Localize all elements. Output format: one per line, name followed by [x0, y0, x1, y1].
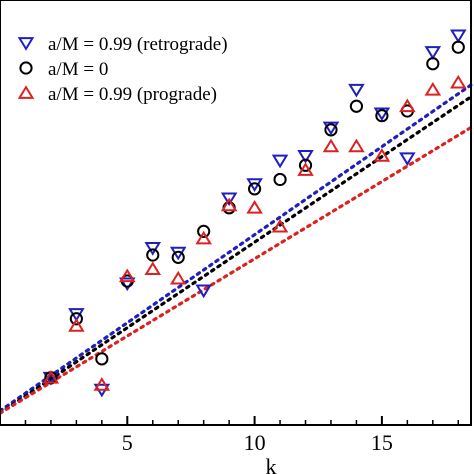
data-point-series-1-4: [146, 248, 160, 262]
data-point-series-2-6: [195, 230, 212, 245]
legend-marker-series-0: [17, 37, 35, 51]
data-point-series-1-13: [375, 109, 389, 123]
data-point-series-0-6: [195, 284, 212, 299]
data-point-series-2-13: [373, 148, 391, 162]
data-point-series-2-2: [93, 377, 111, 391]
data-point-series-0-14: [399, 152, 416, 166]
data-point-series-1-9: [273, 172, 287, 187]
data-point-series-2-4: [144, 261, 162, 276]
data-point-series-1-1: [69, 312, 83, 326]
data-point-series-0-15: [424, 46, 442, 60]
trend-line-series-0: [0, 83, 473, 413]
trend-lines: [0, 83, 473, 415]
legend-label-series-1: a/M = 0: [48, 59, 108, 80]
data-point-series-0-13: [373, 107, 391, 122]
data-point-series-2-11: [322, 138, 340, 153]
data-point-series-1-12: [349, 99, 364, 113]
data-point-series-0-4: [144, 242, 162, 256]
plot-frame: [0, 0, 472, 426]
data-point-series-1-2: [95, 352, 109, 366]
data-point-series-0-16: [449, 29, 467, 44]
data-point-series-2-16: [449, 74, 467, 89]
data-point-series-2-8: [246, 199, 263, 214]
data-point-series-1-8: [247, 182, 262, 196]
data-point-series-1-15: [426, 57, 440, 71]
data-point-series-2-10: [297, 162, 314, 176]
data-point-series-0-3: [119, 277, 136, 292]
x-tick-label-5: 5: [122, 430, 133, 455]
legend-marker-series-2: [17, 85, 35, 99]
data-markers: [42, 29, 467, 398]
trend-line-series-1: [0, 95, 473, 415]
data-point-series-2-15: [424, 81, 442, 96]
data-point-series-0-11: [322, 121, 340, 136]
legend-label-series-2: a/M = 0.99 (prograde): [48, 84, 217, 105]
x-tick-label-10: 10: [244, 430, 266, 455]
data-point-series-1-5: [171, 250, 185, 264]
data-point-series-2-0: [42, 369, 60, 384]
data-point-series-2-12: [348, 138, 365, 153]
legend-label-series-0: a/M = 0.99 (retrograde): [48, 34, 228, 55]
legend: a/M = 0.99 (retrograde) a/M = 0 a/M = 0.99…: [6, 22, 294, 111]
data-point-series-2-7: [220, 197, 238, 212]
data-point-series-1-10: [298, 158, 313, 172]
data-point-series-2-9: [271, 218, 289, 233]
trend-line-series-2: [0, 125, 473, 415]
x-tick-label-15: 15: [371, 430, 393, 455]
data-point-series-2-3: [119, 268, 136, 283]
data-point-series-2-1: [68, 318, 85, 332]
data-point-series-0-12: [348, 83, 365, 98]
data-point-series-2-5: [169, 270, 187, 285]
data-point-series-1-16: [451, 40, 465, 54]
data-point-series-1-6: [197, 224, 211, 238]
data-point-series-0-7: [220, 192, 238, 207]
x-axis-label: k: [266, 454, 277, 474]
data-point-series-0-10: [297, 149, 314, 164]
data-point-series-0-9: [271, 154, 289, 169]
legend-box: [6, 22, 294, 111]
data-point-series-2-14: [399, 98, 416, 113]
data-point-series-1-11: [324, 123, 338, 137]
legend-marker-series-1: [19, 61, 33, 75]
